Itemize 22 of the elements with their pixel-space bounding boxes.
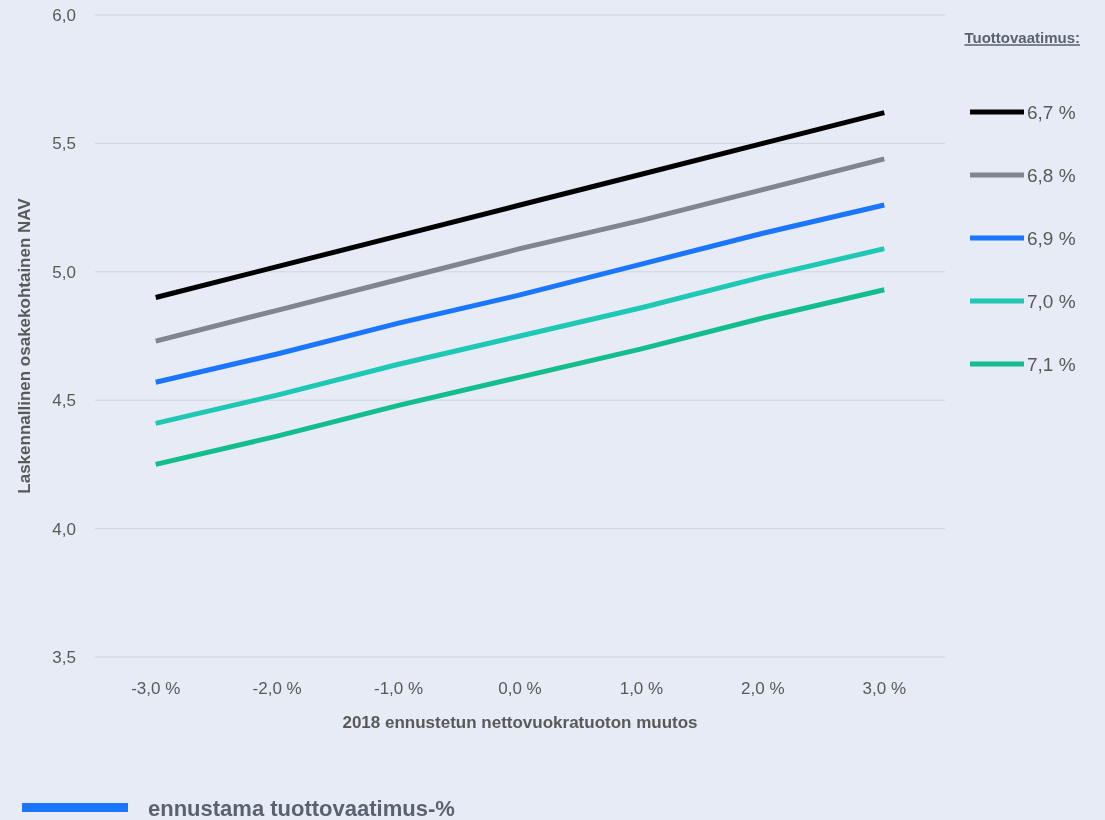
x-tick-label: -3,0 % bbox=[131, 678, 181, 698]
legend-label: 6,8 % bbox=[1027, 164, 1076, 186]
y-tick-label: 3,5 bbox=[52, 647, 76, 667]
y-tick-label: 6,0 bbox=[52, 5, 76, 25]
y-tick-label: 5,0 bbox=[52, 262, 76, 282]
legend-label: 6,9 % bbox=[1027, 227, 1076, 249]
y-tick-label: 5,5 bbox=[52, 134, 76, 154]
text: ennustama tuottovaatimus-% bbox=[148, 795, 455, 820]
legend-label: 7,0 % bbox=[1027, 290, 1076, 312]
legend-label: 7,1 % bbox=[1027, 353, 1076, 375]
y-tick-label: 4,0 bbox=[52, 519, 76, 539]
x-tick-label: 1,0 % bbox=[619, 678, 664, 698]
x-tick-label: 2,0 % bbox=[741, 678, 785, 698]
x-tick-label: -1,0 % bbox=[374, 678, 424, 698]
x-axis-title: 2018 ennustetun nettovuokratuoton muutos bbox=[342, 712, 698, 732]
legend-title: Tuottovaatimus: bbox=[964, 29, 1080, 47]
legend-label: 6,7 % bbox=[1027, 101, 1076, 123]
x-tick-label: 0,0 % bbox=[498, 678, 542, 698]
x-tick-label: 3,0 % bbox=[862, 678, 907, 698]
y-axis-title: Laskennallinen osakekohtainen NAV bbox=[14, 197, 34, 494]
x-tick-label: -2,0 % bbox=[252, 678, 302, 698]
y-tick-label: 4,5 bbox=[52, 391, 76, 411]
